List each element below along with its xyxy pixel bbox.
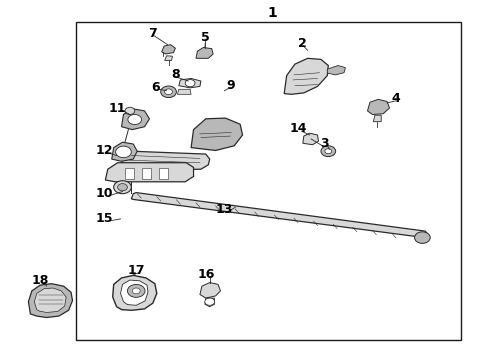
Polygon shape xyxy=(284,58,328,94)
Polygon shape xyxy=(303,133,318,145)
Bar xyxy=(142,168,151,179)
Text: 15: 15 xyxy=(95,212,113,225)
Bar xyxy=(76,22,461,340)
Circle shape xyxy=(205,298,215,305)
Circle shape xyxy=(161,86,176,98)
Polygon shape xyxy=(113,275,157,310)
Circle shape xyxy=(132,288,140,294)
Circle shape xyxy=(116,146,131,158)
Polygon shape xyxy=(112,142,137,161)
Text: 14: 14 xyxy=(289,122,307,135)
Circle shape xyxy=(118,184,127,191)
Text: 12: 12 xyxy=(95,144,113,157)
Polygon shape xyxy=(177,89,191,94)
Text: 10: 10 xyxy=(95,187,113,200)
Circle shape xyxy=(325,149,332,154)
Polygon shape xyxy=(196,48,213,58)
Text: 17: 17 xyxy=(127,264,145,277)
Polygon shape xyxy=(327,66,345,75)
Text: 7: 7 xyxy=(148,27,157,40)
Bar xyxy=(159,168,168,179)
Text: 1: 1 xyxy=(267,6,277,20)
Polygon shape xyxy=(34,288,66,312)
Polygon shape xyxy=(131,193,429,241)
Text: 11: 11 xyxy=(109,102,126,114)
Text: 9: 9 xyxy=(226,79,235,92)
Text: 2: 2 xyxy=(298,37,307,50)
Circle shape xyxy=(125,107,135,114)
Polygon shape xyxy=(191,118,243,150)
Polygon shape xyxy=(205,298,215,307)
Circle shape xyxy=(128,114,142,125)
Polygon shape xyxy=(165,56,172,60)
Circle shape xyxy=(321,146,336,157)
Polygon shape xyxy=(121,280,148,305)
Text: 5: 5 xyxy=(201,31,210,44)
Bar xyxy=(125,168,134,179)
Polygon shape xyxy=(200,283,220,298)
Circle shape xyxy=(114,181,131,194)
Polygon shape xyxy=(122,109,149,130)
Circle shape xyxy=(185,80,195,87)
Circle shape xyxy=(127,284,145,297)
Polygon shape xyxy=(105,163,194,182)
Text: 6: 6 xyxy=(151,81,160,94)
Polygon shape xyxy=(122,151,210,171)
Text: 3: 3 xyxy=(320,137,329,150)
Circle shape xyxy=(165,89,172,95)
Text: 18: 18 xyxy=(31,274,49,287)
Polygon shape xyxy=(179,78,201,88)
Circle shape xyxy=(415,232,430,243)
Polygon shape xyxy=(373,115,381,122)
Polygon shape xyxy=(162,45,175,54)
Polygon shape xyxy=(368,99,390,114)
Text: 16: 16 xyxy=(197,268,215,281)
Polygon shape xyxy=(28,284,73,318)
Text: 8: 8 xyxy=(171,68,180,81)
Text: 13: 13 xyxy=(216,203,233,216)
Text: 4: 4 xyxy=(392,92,400,105)
